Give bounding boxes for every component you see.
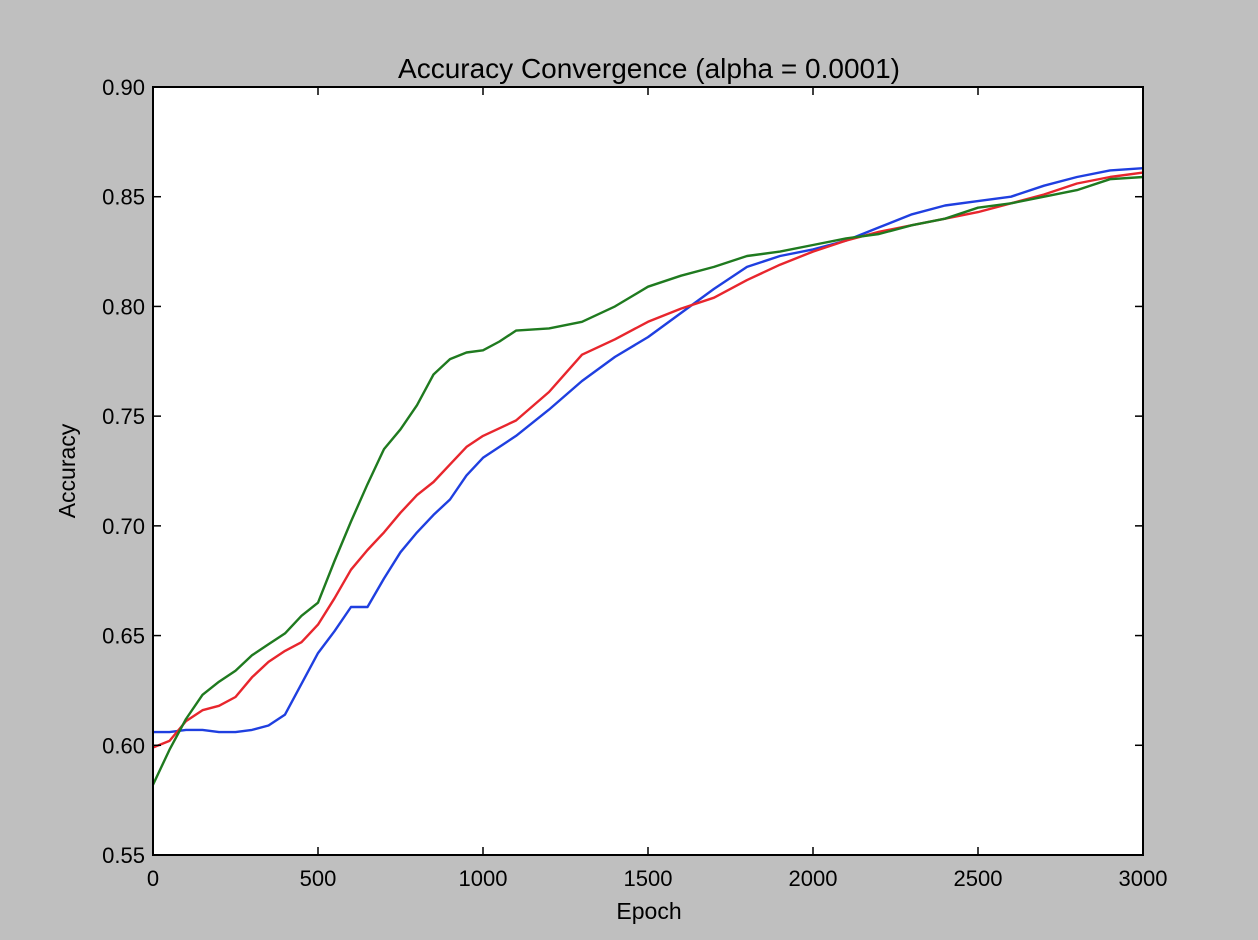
y-tick-label: 0.70 [102,514,145,539]
x-tick-label: 2000 [789,866,838,891]
y-tick-label: 0.55 [102,843,145,868]
y-tick-label: 0.60 [102,733,145,758]
y-axis: 0.55 0.60 0.65 0.70 0.75 0.80 0.85 0.90 [102,75,1143,868]
series-line-1 [153,167,1144,734]
x-tick-label: 0 [147,866,159,891]
y-tick-label: 0.75 [102,404,145,429]
series-line-3 [151,175,1144,786]
x-axis: 0 500 1000 1500 2000 2500 3000 [147,87,1168,891]
y-tick-label: 0.90 [102,75,145,100]
plot-area [153,87,1143,855]
chart-title: Accuracy Convergence (alpha = 0.0001) [398,53,900,84]
x-tick-label: 2500 [954,866,1003,891]
x-axis-label: Epoch [616,898,681,924]
series-layer [151,167,1144,786]
x-tick-label: 500 [300,866,337,891]
y-tick-label: 0.85 [102,185,145,210]
y-tick-label: 0.65 [102,624,145,649]
y-axis-label: Accuracy [54,423,80,518]
x-tick-label: 3000 [1119,866,1168,891]
x-tick-label: 1500 [624,866,673,891]
y-tick-label: 0.80 [102,294,145,319]
x-tick-label: 1000 [459,866,508,891]
